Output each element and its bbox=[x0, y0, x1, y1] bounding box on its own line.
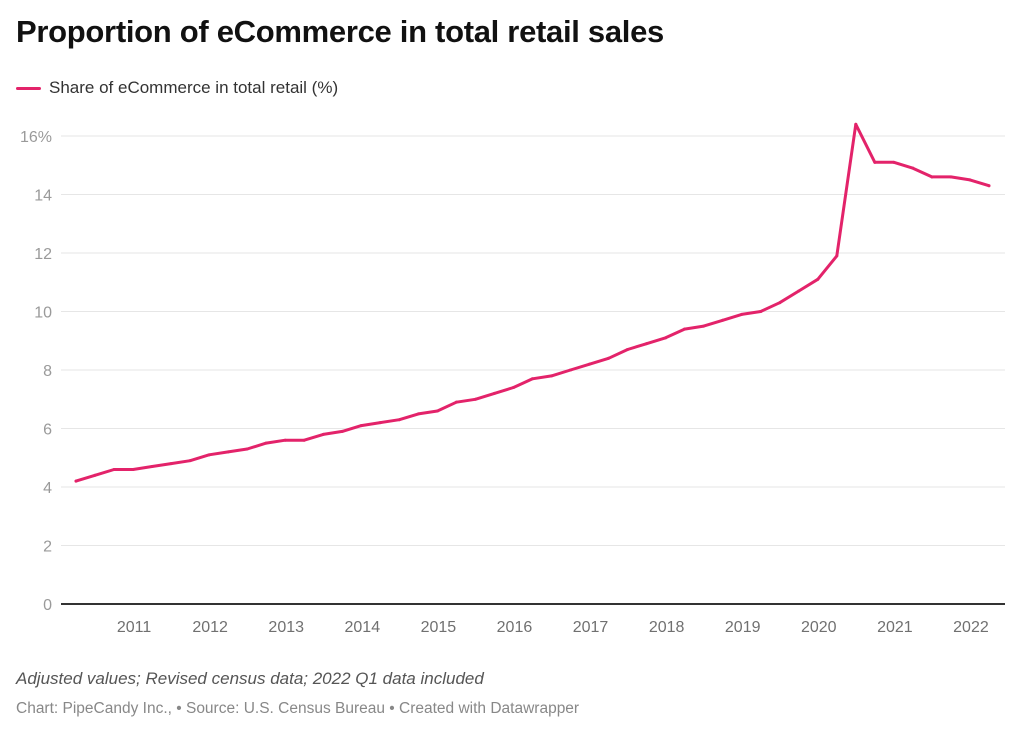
data-point: 2019 Q2: 10.3 bbox=[778, 301, 782, 305]
x-tick-label: 2011 bbox=[117, 619, 152, 636]
chart-note: Adjusted values; Revised census data; 20… bbox=[16, 669, 484, 688]
data-point: 2014 Q1: 6.2 bbox=[378, 421, 382, 425]
x-tick-label: 2020 bbox=[801, 619, 837, 636]
data-point: 2012 Q2: 5.3 bbox=[245, 447, 249, 451]
y-tick-label: 2 bbox=[43, 539, 52, 556]
data-point: 2015 Q4: 7.4 bbox=[511, 386, 515, 390]
data-point: 2014 Q3: 6.5 bbox=[416, 412, 420, 416]
chart-title: Proportion of eCommerce in total retail … bbox=[16, 14, 664, 49]
data-point: 2018 Q2: 9.5 bbox=[702, 324, 706, 328]
data-point: 2010 Q3: 4.6 bbox=[112, 467, 116, 471]
y-tick-label: 0 bbox=[43, 597, 52, 614]
data-point: 2020 Q2: 16.4 bbox=[854, 122, 858, 126]
data-point: 2018 Q1: 9.4 bbox=[683, 327, 687, 331]
data-point: 2021 Q1: 14.9 bbox=[911, 166, 915, 170]
data-point: 2021 Q4: 14.5 bbox=[968, 178, 972, 182]
chart-byline: Chart: PipeCandy Inc., • Source: U.S. Ce… bbox=[16, 700, 580, 717]
data-point: 2011 Q2: 4.8 bbox=[169, 462, 173, 466]
data-point: 2013 Q4: 6.1 bbox=[359, 424, 363, 428]
data-point: 2014 Q2: 6.3 bbox=[397, 418, 401, 422]
data-point: 2012 Q3: 5.5 bbox=[264, 441, 268, 445]
data-point: 2021 Q3: 14.6 bbox=[949, 175, 953, 179]
y-tick-label: 12 bbox=[34, 246, 52, 263]
data-point: 2016 Q1: 7.7 bbox=[530, 377, 534, 381]
data-point: 2010 Q2: 4.4 bbox=[93, 473, 97, 477]
data-point: 2020 Q3: 15.1 bbox=[873, 160, 877, 164]
x-tick-label: 2014 bbox=[345, 619, 381, 636]
data-point: 2019 Q3: 10.7 bbox=[797, 289, 801, 293]
data-point: 2019 Q4: 11.1 bbox=[816, 277, 820, 281]
x-tick-label: 2018 bbox=[649, 619, 685, 636]
x-tick-label: 2013 bbox=[268, 619, 304, 636]
legend: Share of eCommerce in total retail (%) bbox=[16, 78, 338, 98]
data-point: 2017 Q1: 8.4 bbox=[607, 356, 611, 360]
data-point: 2013 Q1: 5.6 bbox=[302, 438, 306, 442]
x-tick-label: 2016 bbox=[497, 619, 533, 636]
data-point: 2017 Q3: 8.9 bbox=[645, 342, 649, 346]
y-axis-ticks: 0 2 4 6 8 10 12 14 16% bbox=[20, 129, 52, 614]
data-point: 2011 Q3: 4.9 bbox=[188, 459, 192, 463]
data-point: 2013 Q2: 5.8 bbox=[321, 432, 325, 436]
data-point: 2010 Q1: 4.2 bbox=[74, 479, 78, 483]
data-point: 2015 Q2: 7 bbox=[473, 397, 477, 401]
y-tick-label: 6 bbox=[43, 422, 52, 439]
y-tick-label: 8 bbox=[43, 363, 52, 380]
x-tick-label: 2022 bbox=[953, 619, 989, 636]
x-axis-ticks: 2011 2012 2013 2014 2015 2016 2017 2018 2019 2020… bbox=[117, 619, 989, 636]
data-point: 2014 Q4: 6.6 bbox=[435, 409, 439, 413]
data-point: 2011 Q1: 4.7 bbox=[150, 465, 154, 469]
data-point: 2018 Q3: 9.7 bbox=[721, 318, 725, 322]
data-point: 2010 Q4: 4.6 bbox=[131, 467, 135, 471]
gridlines bbox=[61, 135, 1005, 546]
data-point: 2021 Q2: 14.6 bbox=[930, 175, 934, 179]
legend-label: Share of eCommerce in total retail (%) bbox=[49, 78, 339, 97]
data-point: 2020 Q1: 11.9 bbox=[835, 254, 839, 258]
y-tick-label: 16% bbox=[20, 129, 52, 146]
data-point: 2019 Q1: 10 bbox=[759, 310, 763, 313]
x-tick-label: 2012 bbox=[192, 619, 228, 636]
data-point: 2013 Q3: 5.9 bbox=[340, 429, 344, 433]
data-point: 2016 Q4: 8.2 bbox=[588, 362, 592, 366]
series-line bbox=[74, 122, 991, 483]
data-point: 2022 Q1: 14.3 bbox=[987, 184, 991, 188]
x-tick-label: 2017 bbox=[573, 619, 609, 636]
data-point: 2016 Q3: 8 bbox=[569, 368, 573, 372]
data-point: 2016 Q2: 7.8 bbox=[550, 374, 553, 378]
data-point: 2018 Q4: 9.9 bbox=[740, 312, 744, 316]
data-point: 2017 Q2: 8.7 bbox=[626, 348, 630, 352]
x-tick-label: 2015 bbox=[421, 619, 457, 636]
data-point: 2020 Q4: 15.1 bbox=[892, 160, 896, 164]
y-tick-label: 4 bbox=[43, 480, 52, 497]
data-point: 2011 Q4: 5.1 bbox=[207, 453, 211, 457]
y-tick-label: 14 bbox=[34, 188, 52, 205]
data-point: 2012 Q1: 5.2 bbox=[226, 450, 230, 454]
data-points: 2010 Q1: 4.2 2010 Q2: 4.4 2010 Q3: 4.6 2010… bbox=[74, 122, 991, 483]
data-point: 2015 Q1: 6.9 bbox=[454, 400, 458, 404]
x-tick-label: 2019 bbox=[725, 619, 761, 636]
data-point: 2015 Q3: 7.2 bbox=[492, 391, 496, 395]
data-point: 2017 Q4: 9.1 bbox=[664, 336, 668, 340]
legend-swatch bbox=[16, 86, 41, 90]
x-tick-label: 2021 bbox=[877, 619, 913, 636]
y-tick-label: 10 bbox=[34, 305, 52, 322]
data-point: 2012 Q4: 5.6 bbox=[283, 438, 287, 442]
